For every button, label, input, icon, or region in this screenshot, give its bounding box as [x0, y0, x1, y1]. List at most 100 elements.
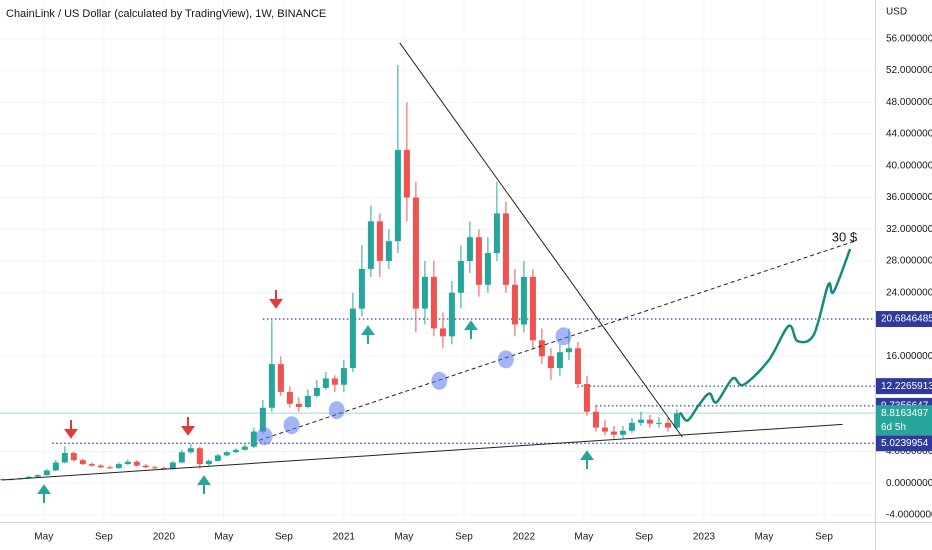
x-tick-label: 2022: [513, 532, 536, 543]
candle-body: [169, 462, 176, 469]
candle-body: [493, 213, 500, 254]
candle-body: [232, 449, 239, 453]
y-tick-label: -4.0000000: [886, 510, 932, 521]
candle-body: [466, 237, 473, 261]
projection-line: [679, 248, 852, 422]
y-tick-label: 40.0000000: [886, 160, 932, 171]
candle-body: [214, 455, 221, 461]
touch-point: [328, 401, 345, 420]
candle-body: [574, 348, 581, 384]
candle-body: [313, 387, 320, 396]
candle-body: [412, 197, 419, 309]
last-price-box: [876, 405, 932, 436]
candle-body: [448, 292, 455, 337]
touch-point: [431, 371, 448, 390]
touch-point: [256, 427, 273, 446]
level-price-box: [876, 311, 932, 328]
candle-body: [340, 368, 347, 385]
candle-body: [196, 448, 203, 465]
countdown-label: 6d 5h: [881, 422, 906, 433]
candle-body: [178, 452, 185, 463]
candle-body: [187, 448, 194, 453]
candle-body: [457, 261, 464, 293]
x-tick-label: Sep: [815, 532, 833, 543]
x-tick-label: 2020: [153, 532, 176, 543]
candle-body: [421, 276, 428, 309]
touch-point: [555, 327, 572, 346]
x-tick-label: May: [394, 532, 413, 543]
candle-body: [601, 427, 608, 432]
candle-body: [529, 276, 536, 341]
candle-body: [79, 460, 86, 465]
touch-point: [497, 350, 514, 369]
candle-body: [385, 241, 392, 261]
y-tick-label: 0.0000000: [886, 478, 932, 489]
candle-body: [322, 378, 329, 388]
candle-body: [655, 422, 662, 424]
touch-point: [283, 416, 300, 435]
candle-body: [547, 356, 554, 369]
candle-body: [475, 237, 482, 285]
y-tick-label: 56.0000000: [886, 34, 932, 45]
candle-body: [565, 348, 572, 353]
grid: [0, 0, 875, 522]
y-tick-label: 24.0000000: [886, 287, 932, 298]
y-tick-label: 44.0000000: [886, 129, 932, 140]
candle-body: [430, 276, 437, 329]
candle-body: [133, 461, 140, 466]
level-price-label: 5.0239954: [881, 438, 929, 449]
candle-body: [259, 407, 266, 432]
candle-body: [70, 452, 77, 461]
candle-body: [277, 364, 284, 392]
candle-body: [637, 419, 644, 423]
trendline: [399, 42, 683, 438]
candle-body: [97, 465, 104, 468]
x-tick-label: May: [214, 532, 233, 543]
candle-body: [250, 431, 257, 447]
candle-body: [43, 470, 50, 476]
candle-body: [142, 465, 149, 468]
candle-body: [358, 268, 365, 309]
x-tick-label: 2021: [333, 532, 356, 543]
buy-arrows: [37, 320, 594, 503]
y-tick-label: 48.0000000: [886, 97, 932, 108]
candle-body: [628, 422, 635, 431]
candle-body: [538, 340, 545, 357]
y-tick-label: 52.0000000: [886, 65, 932, 76]
sell-arrows: [64, 290, 283, 439]
candle-body: [646, 419, 653, 424]
candle-body: [295, 403, 302, 407]
candle-body: [592, 411, 599, 428]
candle-body: [160, 468, 167, 470]
y-tick-label: 28.0000000: [886, 256, 932, 267]
candle-body: [115, 464, 122, 469]
axes: 56.0000000 52.0000000 48.0000000 44.0000000…: [34, 34, 932, 543]
candle-body: [268, 364, 275, 408]
candle-body: [619, 430, 626, 435]
level-price-label: 20.6846485: [881, 314, 932, 325]
candle-body: [484, 253, 491, 285]
y-tick-label: 32.0000000: [886, 224, 932, 235]
candle-body: [241, 446, 248, 450]
candle-body: [151, 467, 158, 469]
candle-body: [502, 213, 509, 285]
candle-body: [88, 464, 95, 466]
x-tick-label: Sep: [95, 532, 113, 543]
y-tick-label: 4.0000000: [886, 446, 932, 457]
candle-body: [223, 452, 230, 456]
x-tick-label: 2023: [693, 532, 716, 543]
candle-body: [367, 221, 374, 269]
candle-body: [25, 476, 32, 479]
x-tick-label: May: [754, 532, 773, 543]
candle-body: [583, 383, 590, 412]
candle-body: [439, 328, 446, 337]
candle-body: [403, 149, 410, 198]
x-tick-label: Sep: [275, 532, 293, 543]
candle-body: [610, 431, 617, 435]
arrows: [37, 290, 594, 503]
chart-title: ChainLink / US Dollar (calculated by Tra…: [6, 8, 326, 20]
candle-body: [61, 452, 68, 463]
level-price-label: 12.2265913: [881, 381, 932, 392]
